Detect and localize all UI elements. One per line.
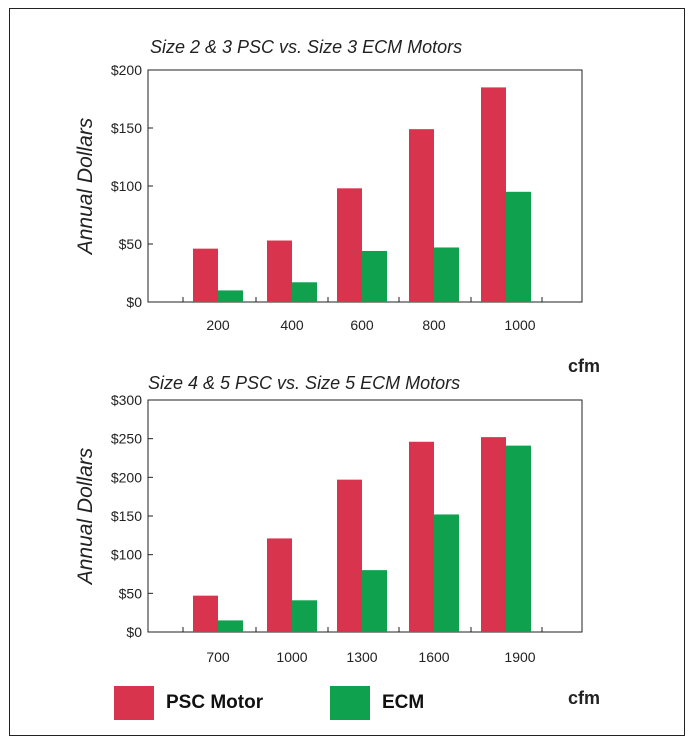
x-tick-label: 800 — [422, 317, 446, 333]
y-tick-label: $300 — [111, 392, 142, 408]
x-axis-label-2: cfm — [568, 688, 600, 708]
bar-psc-400 — [267, 240, 292, 302]
x-tick-label: 700 — [206, 649, 230, 665]
bar-ecm-700 — [218, 620, 243, 632]
legend-label-ecm: ECM — [382, 692, 425, 713]
bar-ecm-400 — [292, 282, 317, 302]
bar-psc-1900 — [481, 437, 506, 632]
x-tick-label: 200 — [206, 317, 230, 333]
bar-ecm-1900 — [506, 445, 531, 632]
y-tick-label: $50 — [119, 236, 143, 252]
y-tick-label: $50 — [119, 585, 143, 601]
bar-ecm-1600 — [434, 514, 459, 632]
chart-title-1: Size 2 & 3 PSC vs. Size 3 ECM Motors — [150, 37, 462, 57]
y-axis-label-2: Annual Dollars — [74, 447, 97, 586]
y-axis-label-1: Annual Dollars — [74, 117, 97, 256]
legend-label-psc: PSC Motor — [166, 692, 264, 713]
legend-swatch-ecm — [330, 686, 370, 720]
bar-ecm-1300 — [362, 570, 387, 632]
bar-psc-1000 — [267, 538, 292, 632]
figure-frame — [9, 8, 685, 736]
bar-psc-1300 — [337, 479, 362, 632]
bar-ecm-1000 — [506, 191, 531, 302]
bar-psc-800 — [409, 129, 434, 302]
y-tick-label: $150 — [111, 508, 142, 524]
x-tick-label: 1300 — [346, 649, 377, 665]
x-tick-label: 600 — [350, 317, 374, 333]
bar-ecm-600 — [362, 250, 387, 302]
bar-psc-1000 — [481, 87, 506, 303]
y-tick-label: $200 — [111, 469, 142, 485]
bar-psc-200 — [193, 248, 218, 302]
y-tick-label: $0 — [126, 294, 142, 310]
bar-ecm-1000 — [292, 600, 317, 632]
chart-title-2: Size 4 & 5 PSC vs. Size 5 ECM Motors — [148, 373, 460, 393]
x-tick-label: 400 — [280, 317, 304, 333]
y-tick-label: $0 — [126, 624, 142, 640]
x-tick-label: 1000 — [276, 649, 307, 665]
bar-psc-600 — [337, 188, 362, 302]
legend: PSC Motor ECM — [0, 686, 696, 726]
x-tick-label: 1600 — [418, 649, 449, 665]
y-tick-label: $100 — [111, 178, 142, 194]
legend-item-psc: PSC Motor — [114, 686, 263, 720]
bar-psc-700 — [193, 595, 218, 632]
legend-item-ecm: ECM — [330, 686, 424, 720]
y-tick-label: $200 — [111, 62, 142, 78]
x-axis-label-1: cfm — [568, 356, 600, 376]
y-tick-label: $100 — [111, 547, 142, 563]
bar-ecm-200 — [218, 290, 243, 302]
x-tick-label: 1000 — [504, 317, 535, 333]
bar-psc-1600 — [409, 441, 434, 632]
y-tick-label: $150 — [111, 120, 142, 136]
bar-ecm-800 — [434, 247, 459, 302]
legend-swatch-psc — [114, 686, 154, 720]
x-tick-label: 1900 — [504, 649, 535, 665]
y-tick-label: $250 — [111, 431, 142, 447]
